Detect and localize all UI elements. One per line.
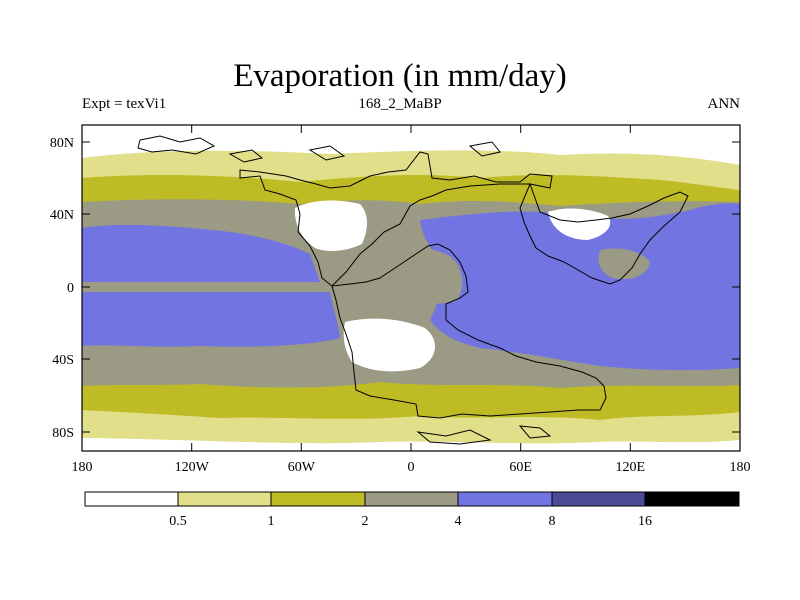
land-grey-interior (378, 246, 463, 304)
lat-tick-label: 0 (67, 281, 74, 296)
band-blue-south (82, 292, 340, 347)
band-blue-north (82, 225, 320, 282)
colorbar-label: 0.5 (169, 514, 187, 529)
lon-tick-label: 180 (730, 460, 751, 475)
lon-tick-label: 120E (616, 460, 646, 475)
lon-tick-label: 0 (408, 460, 415, 475)
age-label: 168_2_MaBP (358, 96, 442, 112)
dry-south-america (343, 318, 436, 372)
lon-tick-marks (81, 125, 741, 451)
colorbar-box (270, 491, 366, 507)
coastlines (137, 135, 689, 445)
lon-tick-labels: 180 120W 60W 0 60E 120E 180 (72, 460, 751, 475)
lat-tick-label: 40N (50, 208, 74, 223)
colorbar-box (551, 491, 646, 507)
colorbar-box (644, 491, 740, 507)
season-label: ANN (707, 96, 741, 112)
coastline-pangea-south (331, 243, 607, 419)
colorbar-box (177, 491, 272, 507)
dry-arctic (82, 125, 740, 150)
lat-tick-label: 40S (52, 353, 74, 368)
dry-north-america (294, 200, 367, 251)
colorbar-label: 2 (362, 514, 369, 529)
colorbar-label: 1 (268, 514, 275, 529)
colorbar-box (457, 491, 553, 507)
experiment-label: Expt = texVi1 (82, 96, 167, 112)
lat-tick-labels: 80N 40N 0 40S 80S (50, 136, 74, 441)
land-grey-east (598, 248, 650, 280)
coastline-arctic-islands (137, 135, 501, 163)
colorbar-box (364, 491, 459, 507)
map-title: Evaporation (in mm/day) (233, 58, 567, 94)
map-plot-area (82, 125, 740, 451)
colorbar-box (84, 491, 179, 507)
lat-tick-label: 80N (50, 136, 74, 151)
lon-tick-label: 180 (72, 460, 93, 475)
lon-tick-label: 60E (509, 460, 532, 475)
lat-tick-marks (82, 141, 740, 433)
lat-tick-label: 80S (52, 426, 74, 441)
colorbar-label: 4 (455, 514, 462, 529)
colorbar-label: 8 (549, 514, 556, 529)
lon-tick-label: 120W (175, 460, 210, 475)
colorbar-label: 16 (638, 514, 652, 529)
coastline-pangea-north (239, 151, 553, 287)
colorbar-labels: 0.5 1 2 4 8 16 (169, 514, 652, 529)
coastline-antarctic (416, 425, 552, 445)
lon-tick-label: 60W (288, 460, 316, 475)
coastline-pangea-east (519, 182, 689, 285)
ocean-eastern-blue (420, 203, 740, 371)
dry-asia (548, 208, 611, 240)
colorbar (84, 491, 740, 507)
